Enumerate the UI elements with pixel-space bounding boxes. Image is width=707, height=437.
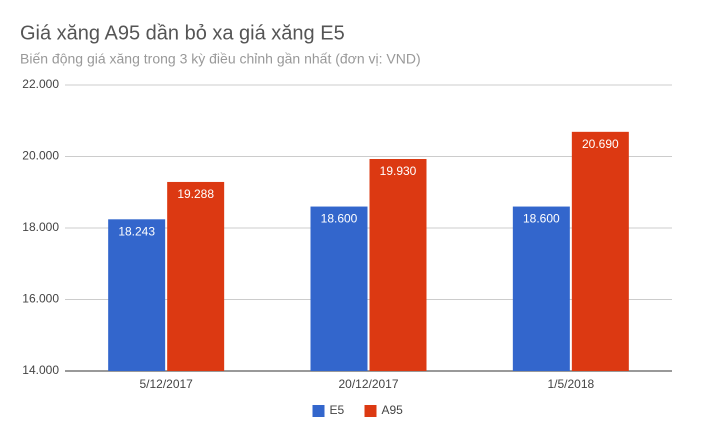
y-tick-label: 22.000 [22, 77, 59, 91]
x-tick-label: 5/12/2017 [139, 377, 193, 391]
value-label: 20.690 [582, 137, 619, 151]
y-tick-label: 16.000 [22, 292, 59, 306]
x-tick-label: 1/5/2018 [547, 377, 594, 391]
bar [571, 131, 629, 371]
bar [310, 206, 368, 371]
legend-swatch [364, 405, 377, 417]
value-label: 18.600 [523, 212, 560, 226]
legend-label: A95 [382, 403, 404, 417]
chart-subtitle: Biến động giá xăng trong 3 kỳ điều chỉnh… [20, 51, 421, 67]
legend-swatch [312, 405, 325, 417]
value-label: 19.288 [177, 187, 214, 201]
y-tick-label: 14.000 [22, 363, 59, 377]
bar [369, 159, 427, 371]
bar [512, 206, 570, 371]
bar [108, 219, 166, 371]
x-tick-label: 20/12/2017 [338, 377, 398, 391]
value-label: 19.930 [380, 164, 417, 178]
y-tick-label: 18.000 [22, 220, 59, 234]
legend-label: E5 [330, 403, 345, 417]
value-label: 18.243 [118, 224, 155, 238]
y-tick-label: 20.000 [22, 149, 59, 163]
chart-title: Giá xăng A95 dần bỏ xa giá xăng E5 [20, 22, 345, 44]
bar [167, 181, 225, 371]
value-label: 18.600 [321, 212, 358, 226]
